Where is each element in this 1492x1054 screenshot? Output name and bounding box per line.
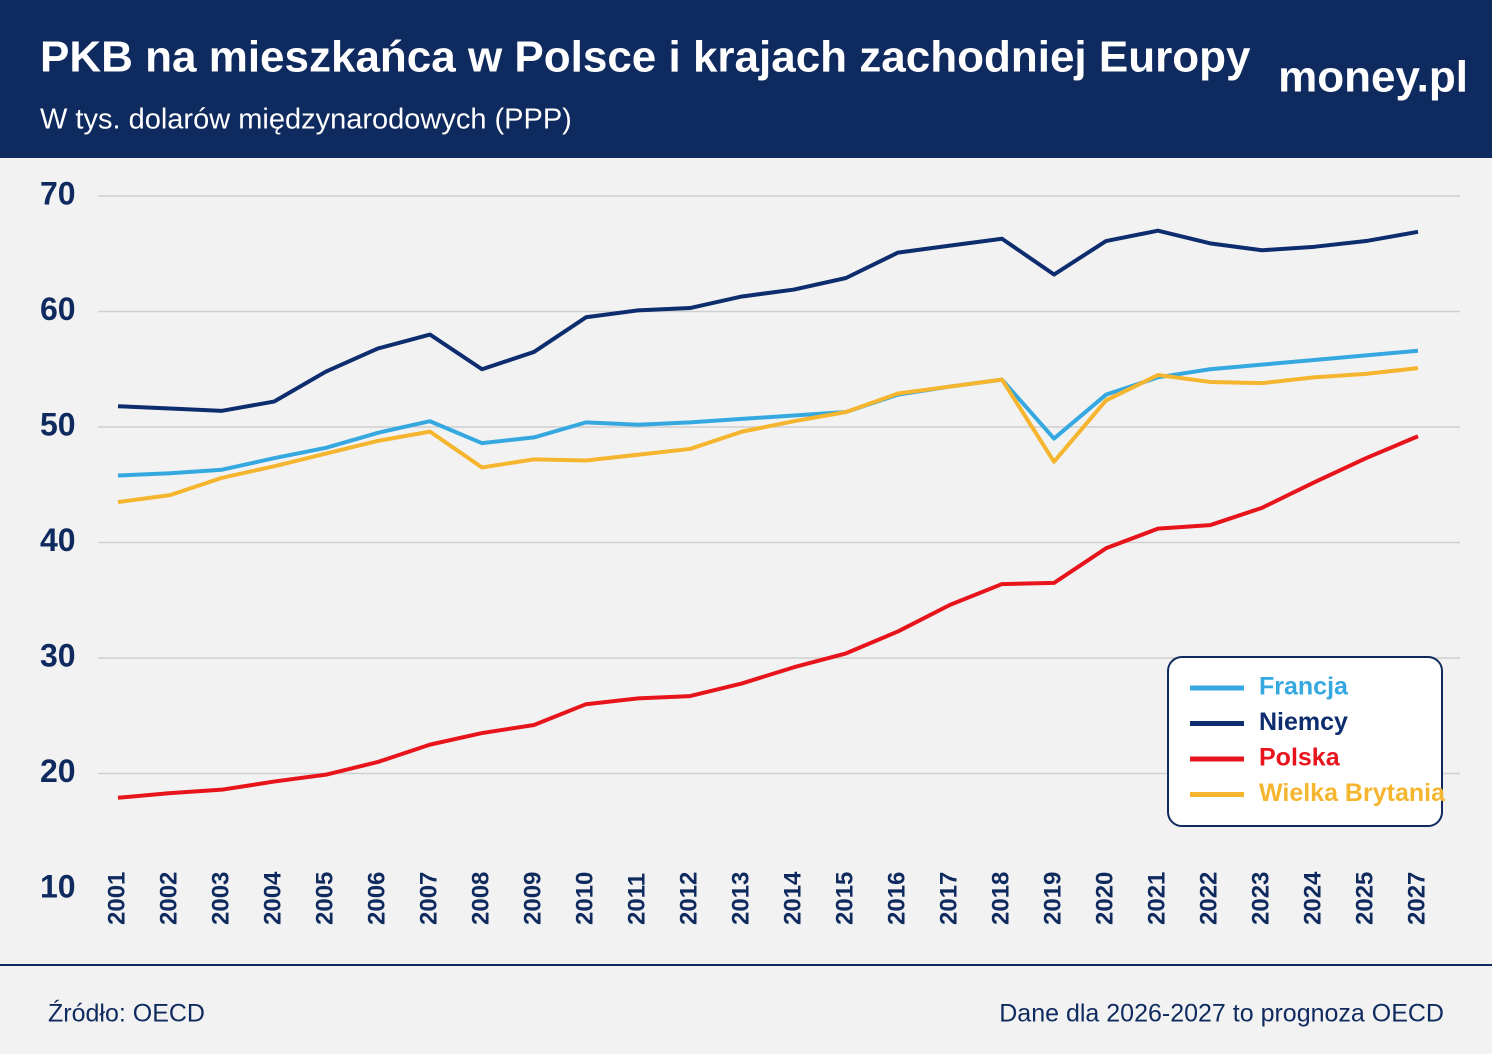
y-tick-label: 50: [40, 406, 76, 442]
x-tick-label: 2013: [727, 872, 754, 925]
series-line: [117, 228, 1419, 413]
x-tick-label: 2009: [519, 872, 546, 925]
x-tick-label: 2024: [1299, 871, 1326, 925]
chart-subtitle: W tys. dolarów międzynarodowych (PPP): [40, 104, 572, 136]
x-tick-label: 2010: [571, 872, 598, 925]
y-tick-label: 40: [40, 522, 76, 558]
chart-title: PKB na mieszkańca w Polsce i krajach zac…: [40, 33, 1251, 82]
legend-label: Polska: [1259, 744, 1341, 772]
x-tick-label: 2014: [779, 871, 806, 925]
legend-label: Francja: [1259, 673, 1349, 701]
y-tick-label: 70: [40, 175, 76, 211]
y-tick-label: 60: [40, 291, 76, 327]
x-tick-label: 2025: [1351, 872, 1378, 925]
x-tick-label: 2006: [363, 872, 390, 925]
x-tick-label: 2020: [1091, 872, 1118, 925]
x-tick-label: 2002: [155, 872, 182, 925]
y-tick-label: 20: [40, 753, 76, 789]
note: Dane dla 2026-2027 to prognoza OECD: [999, 1000, 1444, 1028]
x-tick-label: 2022: [1195, 872, 1222, 925]
x-tick-label: 2023: [1247, 872, 1274, 925]
x-tick-label: 2019: [1039, 872, 1066, 925]
x-tick-label: 2015: [831, 872, 858, 925]
x-tick-label: 2008: [467, 872, 494, 925]
legend-label: Niemcy: [1259, 708, 1348, 736]
x-tick-label: 2016: [883, 872, 910, 925]
x-tick-label: 2005: [311, 872, 338, 925]
x-tick-label: 2012: [675, 872, 702, 925]
x-tick-label: 2004: [259, 871, 286, 925]
x-tick-label: 2001: [103, 872, 130, 925]
legend-label: Wielka Brytania: [1259, 779, 1446, 807]
y-tick-label: 30: [40, 637, 76, 673]
x-tick-label: 2021: [1143, 872, 1170, 925]
header: [0, 0, 1492, 158]
x-tick-label: 2003: [207, 872, 234, 925]
x-tick-label: 2007: [415, 872, 442, 925]
series-line: [117, 366, 1419, 505]
x-tick-label: 2011: [623, 873, 650, 925]
x-tick-label: 2018: [987, 872, 1014, 925]
x-tick-label: 2027: [1403, 872, 1430, 925]
source: Źródło: OECD: [48, 999, 205, 1028]
series-line: [117, 434, 1419, 800]
legend-box: [1167, 656, 1443, 827]
x-tick-label: 2017: [935, 872, 962, 925]
series-line: [117, 348, 1419, 478]
y-tick-label: 10: [40, 868, 76, 904]
logo: money.pl: [1278, 53, 1468, 102]
